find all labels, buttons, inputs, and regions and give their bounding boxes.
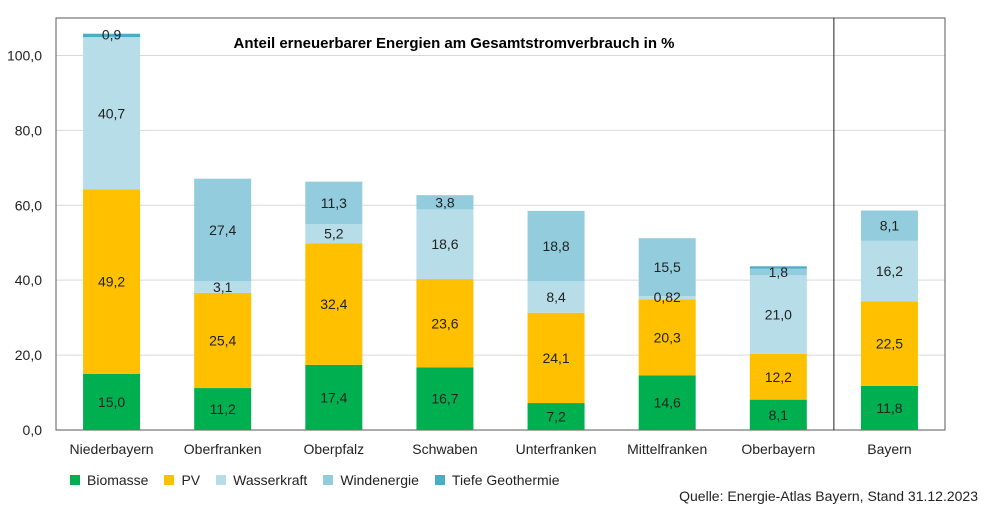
bar-segment xyxy=(416,367,474,430)
chart: 0,0 20,0 40,0 60,0 80,0 100,0 15,0 49,2 40,7 0,9 N… xyxy=(7,17,946,457)
data-label: 18,8 xyxy=(542,238,569,254)
y-tick-label: 100,0 xyxy=(7,47,42,63)
data-label: 49,2 xyxy=(98,274,125,290)
bar-segment xyxy=(749,268,807,276)
bar-segment xyxy=(749,275,807,354)
y-tick-label: 40,0 xyxy=(15,272,42,288)
data-label: 15,5 xyxy=(654,259,681,275)
bar-segment xyxy=(305,224,363,244)
data-label: 20,3 xyxy=(654,329,681,345)
legend-item: Wasserkraft xyxy=(216,472,307,488)
data-label: 18,6 xyxy=(431,236,458,252)
y-tick-label: 0,0 xyxy=(23,422,43,438)
legend-item: Windenergie xyxy=(323,472,419,488)
legend-item: Tiefe Geothermie xyxy=(434,472,560,488)
bar-segment xyxy=(638,299,696,376)
x-tick-label: Unterfranken xyxy=(516,441,597,457)
data-label: 7,2 xyxy=(546,409,566,425)
legend-swatch xyxy=(70,475,80,485)
plot-area-border xyxy=(55,17,946,431)
data-label: 32,4 xyxy=(320,296,347,312)
bar-segment xyxy=(527,312,585,404)
bar-segment xyxy=(860,301,918,386)
x-tick-label: Niederbayern xyxy=(70,441,154,457)
data-label: 11,3 xyxy=(321,195,347,211)
source-note: Quelle: Energie-Atlas Bayern, Stand 31.1… xyxy=(679,488,978,504)
data-label: 23,6 xyxy=(431,315,458,331)
data-label: 16,7 xyxy=(431,391,458,407)
y-tick-label: 60,0 xyxy=(15,197,42,213)
data-label: 1,8 xyxy=(769,264,789,280)
bar-segment xyxy=(416,279,474,368)
x-tick-label: Bayern xyxy=(867,441,911,457)
legend-swatch xyxy=(164,475,175,485)
legend-swatch xyxy=(434,475,445,485)
bar-segment xyxy=(194,292,252,389)
bar-segment xyxy=(860,385,918,430)
data-label: 8,1 xyxy=(769,407,789,423)
data-label: 40,7 xyxy=(98,105,125,121)
data-label: 0,9 xyxy=(102,27,122,43)
x-tick-label: Schwaben xyxy=(412,441,477,457)
bar-segment xyxy=(527,281,585,313)
bar-segment xyxy=(305,181,363,224)
legend-swatch xyxy=(323,475,334,485)
legend-label: PV xyxy=(181,472,201,488)
data-label: 11,2 xyxy=(210,401,236,417)
bar-segment xyxy=(305,243,363,365)
bar-segment xyxy=(749,353,807,400)
bar-segment xyxy=(416,195,474,210)
bar-segment xyxy=(860,240,918,302)
data-label: 3,1 xyxy=(213,279,233,295)
x-tick-label: Oberbayern xyxy=(741,441,815,457)
bar-segment xyxy=(83,33,141,38)
data-label: 0,82 xyxy=(654,289,681,305)
legend-item: PV xyxy=(164,472,200,488)
legend-label: Windenergie xyxy=(340,472,419,488)
legend-label: Tiefe Geothermie xyxy=(451,472,560,488)
data-label: 3,8 xyxy=(435,194,455,210)
data-label: 24,1 xyxy=(542,350,569,366)
bar-segment xyxy=(83,373,141,430)
bar-segment xyxy=(749,266,807,269)
legend-label: Biomasse xyxy=(87,472,149,488)
data-label: 22,5 xyxy=(876,336,903,352)
x-tick-label: Oberpfalz xyxy=(303,441,364,457)
data-label: 11,8 xyxy=(876,400,902,416)
bar-segment xyxy=(416,209,474,280)
legend-swatch xyxy=(216,475,227,485)
data-label: 12,2 xyxy=(765,369,792,385)
bar-segment xyxy=(83,37,141,190)
legend-label: Wasserkraft xyxy=(233,472,308,488)
bar-segment xyxy=(527,210,585,282)
bar-segment xyxy=(860,210,918,241)
bar-segment xyxy=(638,375,696,430)
data-label: 25,4 xyxy=(209,332,236,348)
data-label: 16,2 xyxy=(876,263,903,279)
bar-segment xyxy=(194,178,252,282)
data-label: 21,0 xyxy=(765,307,792,323)
bar-segment xyxy=(305,364,363,430)
data-label: 5,2 xyxy=(324,226,344,242)
y-tick-label: 20,0 xyxy=(15,347,42,363)
bar-segment xyxy=(194,388,252,430)
legend-item: Biomasse xyxy=(70,472,148,488)
bar-segment xyxy=(83,189,141,374)
data-label: 17,4 xyxy=(320,389,347,405)
x-tick-label: Oberfranken xyxy=(184,441,262,457)
chart-title: Anteil erneuerbarer Energien am Gesamtst… xyxy=(234,35,675,52)
data-label: 8,4 xyxy=(546,289,566,305)
bar-segment xyxy=(638,296,696,300)
data-label: 15,0 xyxy=(98,394,125,410)
x-tick-label: Mittelfranken xyxy=(627,441,707,457)
bar-segment xyxy=(194,281,252,293)
bar-segment xyxy=(638,238,696,297)
bar-segment xyxy=(749,399,807,430)
legend: Biomasse PV Wasserkraft Windenergie Tiefe Ge… xyxy=(70,470,576,490)
bar-segment xyxy=(527,403,585,430)
data-label: 27,4 xyxy=(209,222,236,238)
y-tick-label: 80,0 xyxy=(15,122,42,138)
data-label: 14,6 xyxy=(654,395,681,411)
data-label: 8,1 xyxy=(880,218,900,234)
